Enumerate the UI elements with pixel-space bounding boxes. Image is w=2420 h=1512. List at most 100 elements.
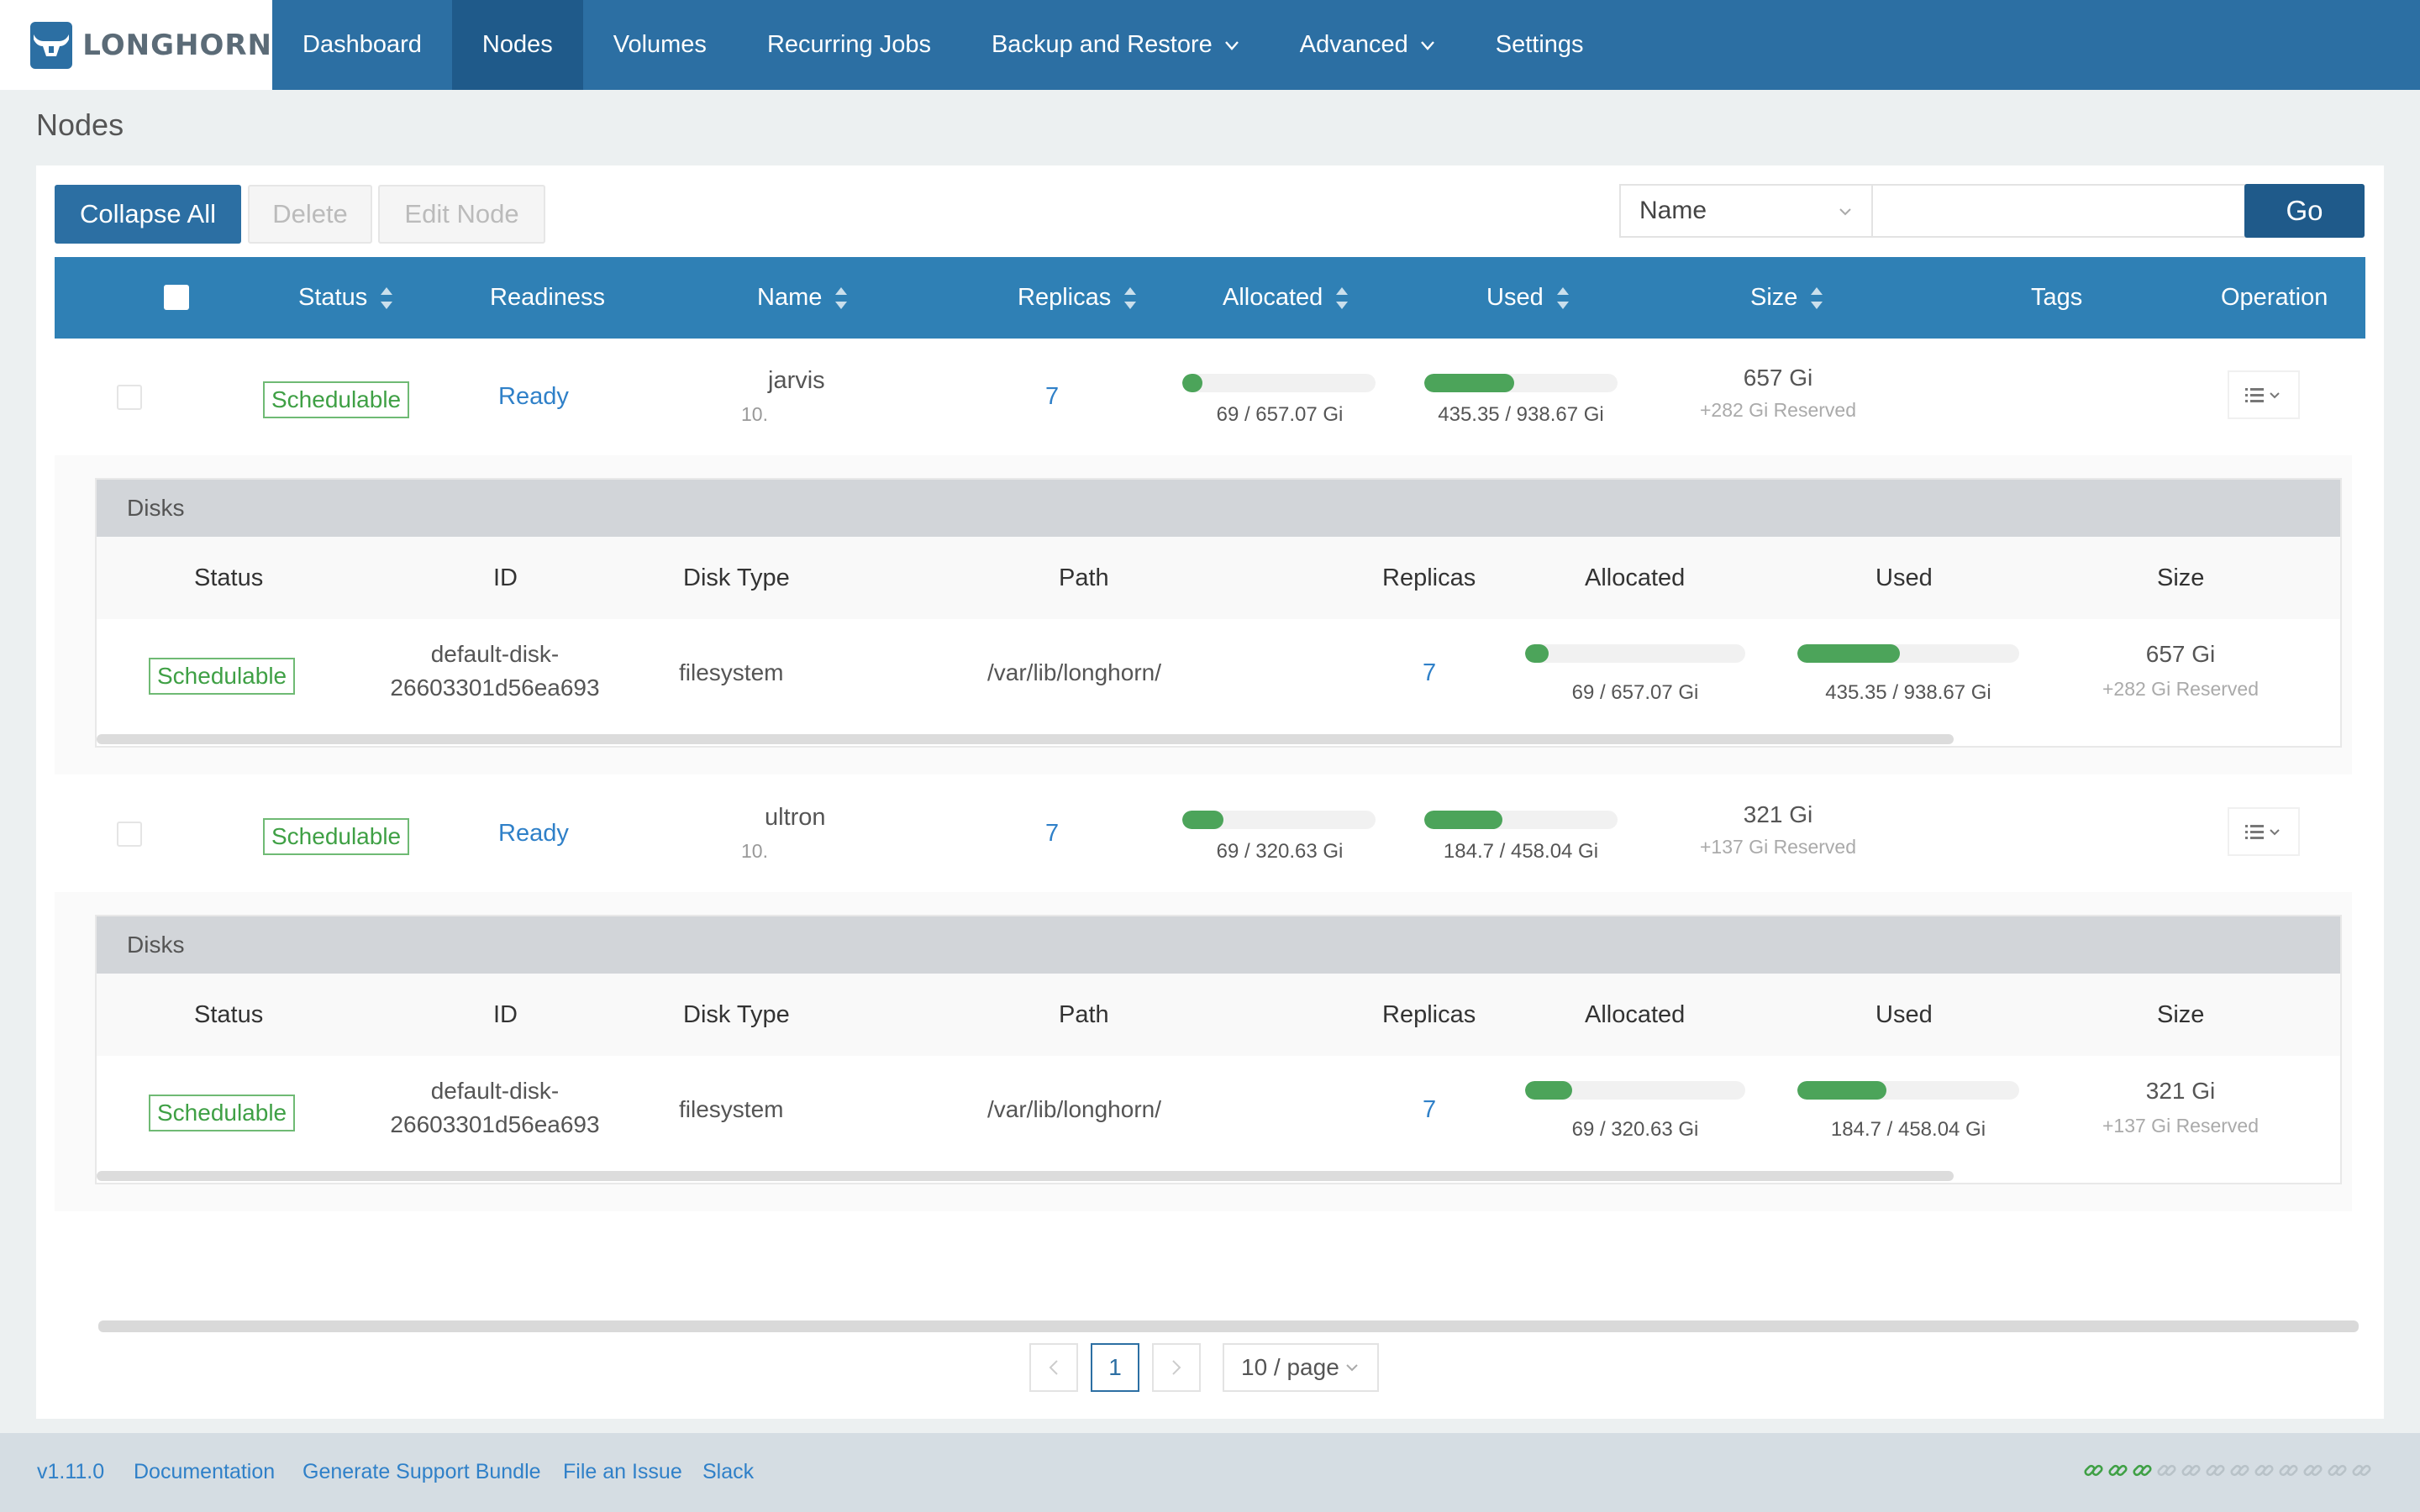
th-status[interactable]: Status: [298, 257, 393, 339]
disks-horizontal-scrollbar[interactable]: [97, 734, 1954, 744]
dh-id: ID: [493, 1000, 518, 1028]
nav-advanced[interactable]: Advanced: [1270, 0, 1465, 90]
disk-allocated-fill: [1525, 644, 1549, 663]
disks-horizontal-scrollbar[interactable]: [97, 1171, 1954, 1181]
disk-status-badge: Schedulable: [149, 1095, 296, 1131]
th-allocated[interactable]: Allocated: [1223, 257, 1349, 339]
node-expanded-area: Disks Status ID Disk Type Path Replicas …: [55, 455, 2352, 774]
link-inactive-icon: [2206, 1464, 2225, 1477]
disk-reserved-value: +282 Gi Reserved: [2102, 678, 2260, 700]
pagination-prev-button[interactable]: [1029, 1343, 1078, 1392]
chevron-down-icon: [1346, 1364, 1358, 1372]
chevron-down-icon: [1420, 40, 1434, 50]
size-value: 321 Gi: [1743, 801, 1813, 827]
disk-status-badge: Schedulable: [149, 658, 296, 695]
version-link[interactable]: v1.11.0: [37, 1460, 105, 1483]
list-menu-icon: [2245, 825, 2280, 839]
used-progress-bar: [1424, 374, 1618, 392]
th-used[interactable]: Used: [1486, 257, 1569, 339]
link-inactive-icon: [2328, 1464, 2347, 1477]
replicas-link[interactable]: 7: [1045, 820, 1060, 847]
disk-replicas-link[interactable]: 7: [1423, 1096, 1437, 1123]
node-name[interactable]: ultron: [765, 804, 826, 831]
disk-used-progress-bar: [1797, 1081, 2019, 1100]
link-inactive-icon: [2352, 1464, 2371, 1477]
go-button[interactable]: Go: [2244, 184, 2365, 238]
dh-replicas: Replicas: [1382, 1000, 1476, 1028]
dh-used: Used: [1876, 564, 1933, 591]
disks-title: Disks: [97, 480, 2340, 537]
node-ip: 10.: [741, 403, 768, 425]
disk-path: /var/lib/longhorn/: [987, 1096, 1162, 1122]
th-name[interactable]: Name: [757, 257, 848, 339]
link-inactive-icon: [2181, 1464, 2201, 1477]
th-replicas[interactable]: Replicas: [1018, 257, 1137, 339]
disk-allocated-label: 69 / 320.63 Gi: [1571, 1118, 1699, 1141]
dh-size: Size: [2157, 564, 2205, 591]
allocated-fill: [1182, 374, 1203, 392]
dh-replicas: Replicas: [1382, 564, 1476, 591]
allocated-label: 69 / 657.07 Gi: [1216, 403, 1344, 426]
filter-field-select[interactable]: Name: [1619, 184, 1871, 238]
nav-label: Advanced: [1299, 31, 1408, 58]
replicas-link[interactable]: 7: [1045, 383, 1060, 410]
pagination-page-1[interactable]: 1: [1091, 1343, 1139, 1392]
disk-type: filesystem: [679, 659, 784, 685]
th-label: Size: [1750, 284, 1798, 311]
collapse-all-button[interactable]: Collapse All: [55, 185, 241, 244]
brand[interactable]: LONGHORN: [0, 0, 272, 90]
main-nav: Dashboard Nodes Volumes Recurring Jobs B…: [272, 0, 1614, 90]
th-label: Allocated: [1223, 284, 1323, 311]
delete-button[interactable]: Delete: [248, 185, 372, 244]
disk-used-progress-bar: [1797, 644, 2019, 663]
documentation-link[interactable]: Documentation: [134, 1460, 276, 1483]
row-checkbox[interactable]: [117, 822, 142, 847]
dh-size: Size: [2157, 1000, 2205, 1028]
row-checkbox[interactable]: [117, 385, 142, 410]
slack-link[interactable]: Slack: [702, 1460, 755, 1483]
longhorn-logo-icon: [30, 21, 73, 69]
readiness-link[interactable]: Ready: [498, 383, 569, 410]
disk-id-line1: default-disk-: [430, 1078, 560, 1104]
disk-id-line2: 26603301d56ea693: [390, 675, 600, 701]
disks-title: Disks: [97, 916, 2340, 974]
link-active-icon: [2084, 1464, 2103, 1477]
nav-nodes[interactable]: Nodes: [451, 0, 583, 90]
readiness-link[interactable]: Ready: [498, 820, 569, 847]
file-an-issue-link[interactable]: File an Issue: [563, 1460, 682, 1483]
th-label: Name: [757, 284, 823, 311]
link-inactive-icon: [2230, 1464, 2249, 1477]
operation-menu-button[interactable]: [2228, 370, 2300, 419]
disks-header: Status ID Disk Type Path Replicas Alloca…: [97, 974, 2340, 1056]
th-label: Tags: [2031, 284, 2083, 311]
sort-icon: [381, 286, 393, 309]
allocated-progress-bar: [1182, 811, 1376, 829]
node-name[interactable]: jarvis: [768, 367, 825, 394]
brand-name: LONGHORN: [82, 28, 272, 62]
nav-backup-and-restore[interactable]: Backup and Restore: [961, 0, 1270, 90]
page-size-select[interactable]: 10 / page: [1223, 1343, 1379, 1392]
pagination-next-button[interactable]: [1152, 1343, 1201, 1392]
search-input[interactable]: [1871, 184, 2249, 238]
used-fill: [1424, 374, 1514, 392]
disks-table: Disks Status ID Disk Type Path Replicas …: [95, 915, 2342, 1184]
disk-allocated-progress-bar: [1525, 644, 1745, 663]
disks-header: Status ID Disk Type Path Replicas Alloca…: [97, 537, 2340, 619]
nav-settings[interactable]: Settings: [1465, 0, 1614, 90]
nav-label: Backup and Restore: [991, 31, 1213, 58]
sort-icon: [1556, 286, 1569, 309]
th-size[interactable]: Size: [1750, 257, 1823, 339]
nav-recurring-jobs[interactable]: Recurring Jobs: [737, 0, 961, 90]
table-horizontal-scrollbar[interactable]: [98, 1320, 2359, 1332]
generate-support-bundle-link[interactable]: Generate Support Bundle: [302, 1460, 541, 1483]
edit-node-button[interactable]: Edit Node: [378, 185, 545, 244]
disk-id-line1: default-disk-: [430, 641, 560, 667]
nav-volumes[interactable]: Volumes: [583, 0, 737, 90]
operation-menu-button[interactable]: [2228, 807, 2300, 856]
nav-dashboard[interactable]: Dashboard: [272, 0, 452, 90]
sort-icon: [1811, 286, 1823, 309]
select-all-checkbox[interactable]: [164, 285, 189, 310]
disk-replicas-link[interactable]: 7: [1423, 659, 1437, 686]
link-active-icon: [2108, 1464, 2128, 1477]
disk-used-label: 184.7 / 458.04 Gi: [1830, 1118, 1986, 1141]
